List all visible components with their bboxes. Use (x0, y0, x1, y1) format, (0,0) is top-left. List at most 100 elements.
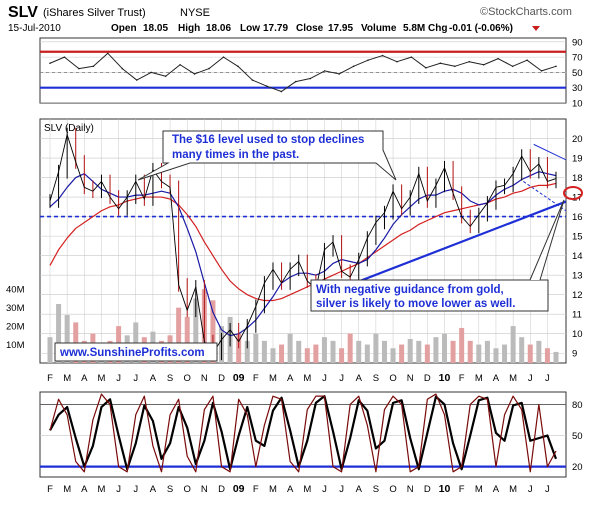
rsi-panel-frame (39, 37, 567, 104)
stoch-y-tick-label: 20 (572, 462, 583, 473)
stoch-y-tick-label: 50 (572, 431, 583, 442)
rsi-point (78, 67, 80, 70)
volume-bar (330, 340, 336, 363)
rising-trendline (318, 200, 566, 298)
price-y-tick-label: 16 (572, 212, 583, 223)
stoch-x-tick-label: 09 (233, 483, 245, 495)
price-layer (40, 119, 566, 363)
rsi-y-tick-label: 10 (572, 99, 583, 110)
volume-bar (47, 337, 53, 363)
channel-upper-line (533, 143, 566, 161)
annotation-bottom-pointer (529, 199, 565, 281)
stoch-x-tick-label: A (493, 484, 500, 495)
price-y-tick-label: 10 (572, 329, 583, 340)
stoch-x-tick-label: S (373, 484, 379, 495)
price-y-tick-label: 9 (572, 349, 577, 360)
price-panel-frame (39, 118, 567, 364)
stoch-x-tick-label: D (218, 484, 225, 495)
stoch-x-tick-label: A (287, 484, 294, 495)
chart-header: SLV (iShares Silver Trust) NYSE ©StockCh… (8, 4, 572, 34)
volume-axis-label: 10M (6, 340, 25, 351)
price-x-tick-label: F (253, 373, 259, 384)
volume-bar (193, 298, 199, 363)
rsi-point (323, 70, 326, 72)
stoch-x-tick-label: A (356, 484, 363, 495)
rsi-point (150, 71, 152, 74)
annotation-top: The $16 level used to stop declines many… (137, 130, 397, 181)
volume-bar (279, 344, 285, 363)
volume-bar (484, 340, 490, 363)
stoch-x-tick-label: J (528, 484, 533, 495)
volume-bar (321, 337, 327, 363)
stoch-x-tick-label: M (509, 484, 517, 495)
annotation-top-pointer (375, 149, 397, 181)
price-y-tick-label: 13 (572, 271, 583, 282)
volume-bar (467, 340, 473, 363)
low-value: 17.79 (263, 23, 288, 34)
rsi-point (135, 79, 138, 81)
volume-bar (519, 337, 525, 363)
chg-label: Chg (428, 23, 447, 34)
stoch-x-tick-label: O (389, 484, 396, 495)
open-label: Open (111, 23, 137, 34)
stoch-x-tick-label: N (407, 484, 414, 495)
security-name: (iShares Silver Trust) (43, 7, 146, 19)
stoch-x-tick-label: N (201, 484, 208, 495)
price-x-tick-label: A (150, 373, 157, 384)
ma-50-line (49, 171, 557, 337)
volume-bar (510, 326, 516, 363)
rsi-point (526, 59, 528, 61)
price-y-tick-label: 12 (572, 290, 583, 301)
rsi-point (222, 56, 225, 58)
volume-bar (296, 340, 302, 363)
rsi-point (266, 85, 268, 87)
price-panel-title: SLV (Daily) (44, 123, 94, 134)
stoch-x-tick-label: J (116, 484, 121, 495)
volume-bar (270, 348, 276, 363)
volume-bar (261, 340, 267, 363)
rsi-point (294, 80, 297, 83)
volume-axis-label: 30M (6, 303, 25, 314)
rsi-point (92, 65, 95, 68)
price-y-tick-label: 11 (572, 310, 582, 321)
volume-bar (459, 327, 465, 363)
rsi-y-tick-label: 50 (572, 68, 583, 79)
volume-bar (253, 333, 259, 363)
stoch-x-tick-label: A (150, 484, 157, 495)
stoch-x-tick-label: A (81, 484, 88, 495)
price-x-tick-label: D (218, 373, 225, 384)
rsi-point (439, 62, 442, 65)
price-x-tick-label: J (528, 373, 533, 384)
volume-axis-label: 20M (6, 322, 25, 333)
rsi-point (63, 56, 66, 58)
rsi-point (164, 75, 167, 78)
price-x-tick-label: A (493, 373, 500, 384)
rsi-layer (40, 41, 566, 103)
stoch-x-tick-label: F (47, 484, 53, 495)
price-x-tick-label: J (339, 373, 344, 384)
rsi-point (49, 62, 51, 65)
volume-bar (390, 348, 396, 363)
volume-bar (544, 348, 550, 363)
volume-bar (210, 300, 216, 363)
website-label: www.SunshineProfits.com (54, 342, 218, 362)
volume-bar (244, 340, 250, 363)
stoch-signal-line (49, 395, 558, 471)
price-x-tick-label: S (167, 373, 173, 384)
stoch-panel-frame (39, 391, 567, 478)
stoch-x-tick-label: J (322, 484, 327, 495)
rsi-point (482, 63, 485, 66)
annotation-top-line-1: The $16 level used to stop declines (172, 134, 364, 146)
stoch-x-tick-label: M (269, 484, 277, 495)
volume-bar (527, 344, 533, 363)
annotation-bottom-box (310, 279, 549, 312)
volume-bar (493, 348, 499, 363)
volume-bar (399, 344, 405, 363)
price-x-tick-label: N (201, 373, 208, 384)
price-x-tick-label: D (424, 373, 431, 384)
price-x-tick-label: M (63, 373, 71, 384)
brand-label: ©StockCharts.com (480, 6, 572, 18)
